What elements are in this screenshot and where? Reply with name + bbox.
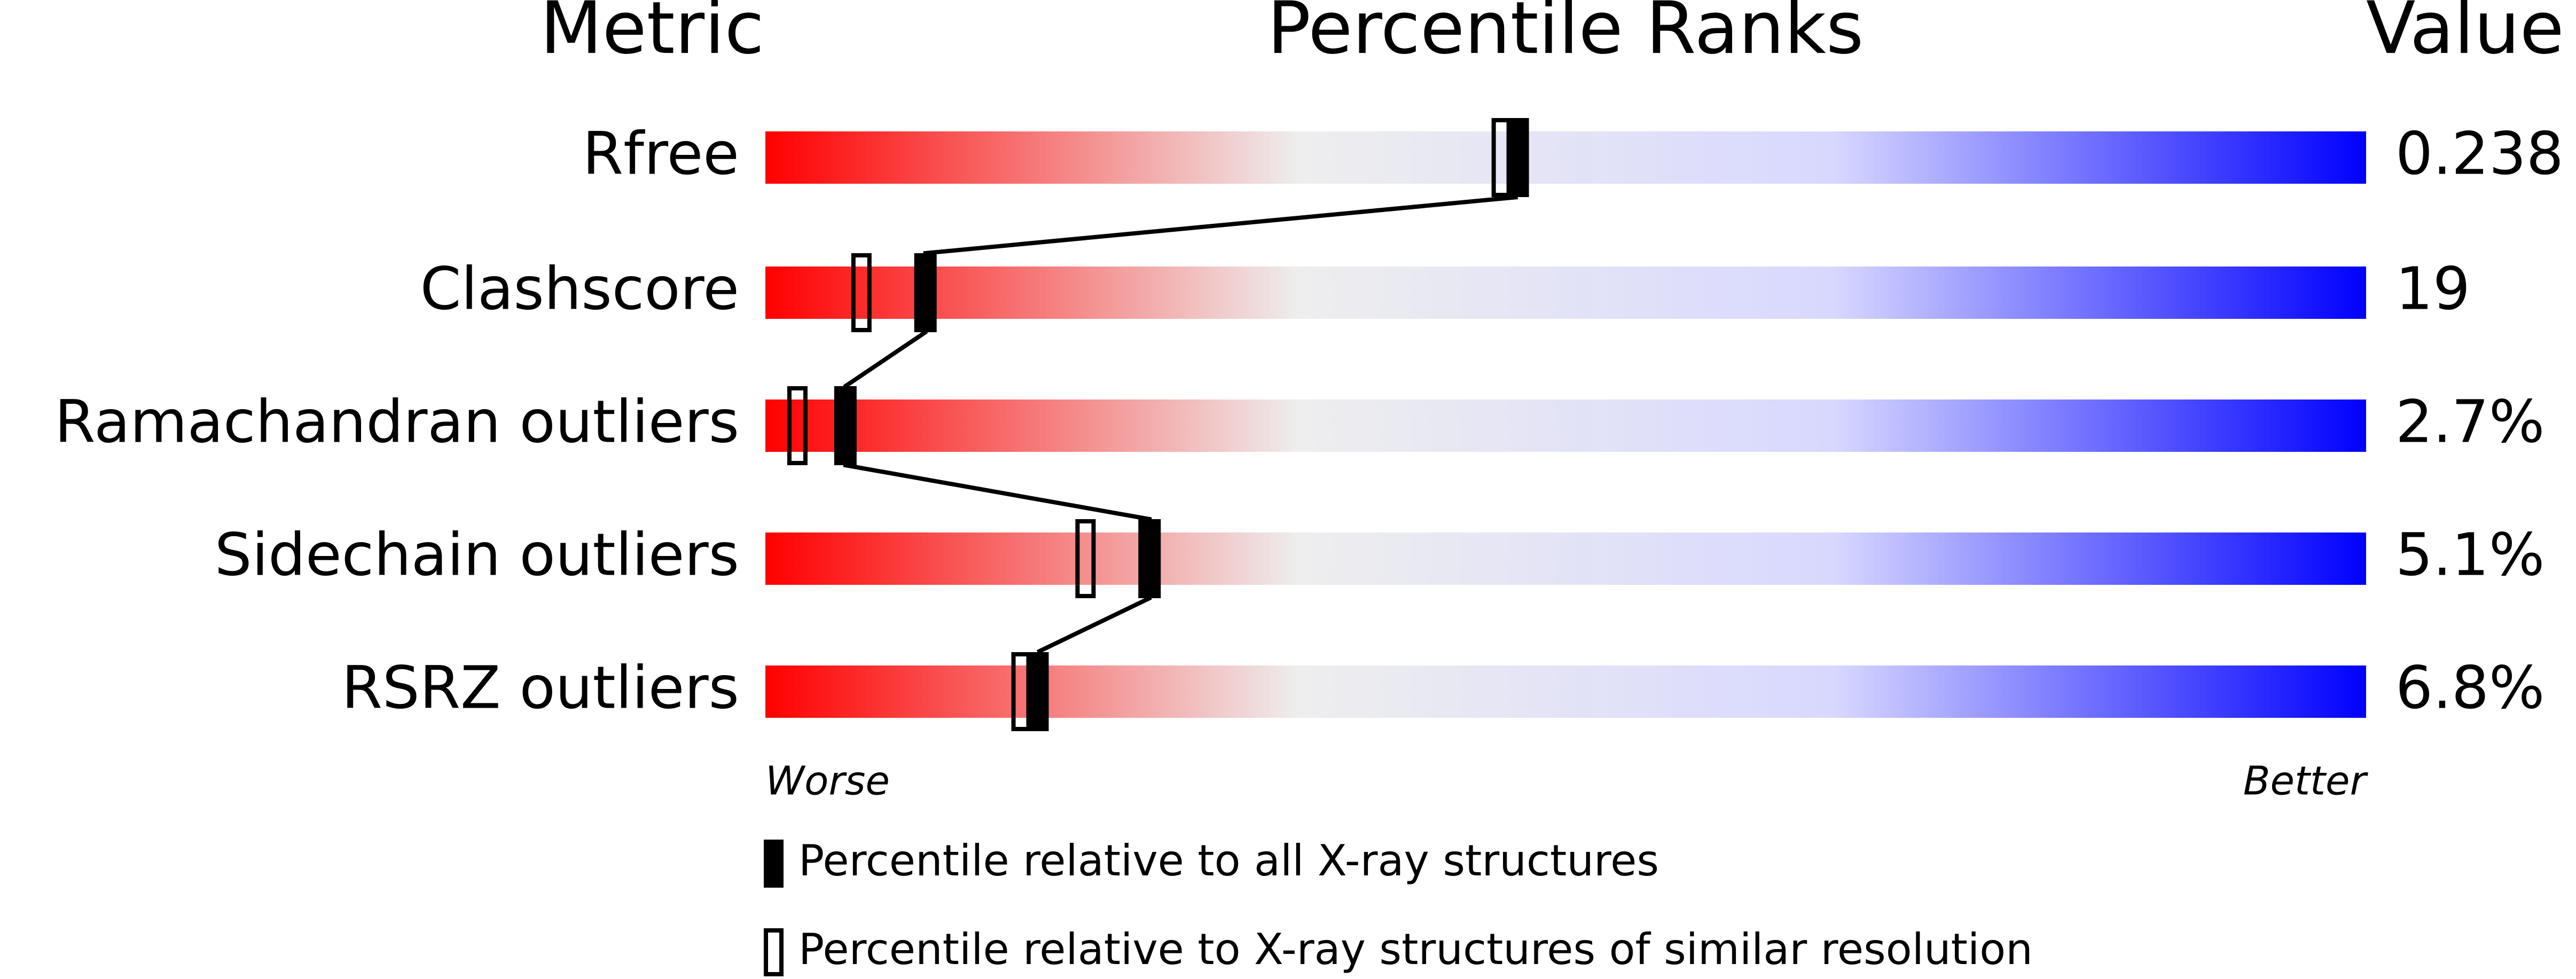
metric-label: Ramachandran outliers — [54, 387, 739, 456]
slider-bar — [765, 400, 2366, 452]
metric-value: 0.238 — [2395, 119, 2564, 187]
metric-label: Clashscore — [420, 254, 739, 323]
slider-bar — [765, 665, 2366, 718]
legend-swatch — [764, 840, 784, 888]
marker-similar — [787, 386, 808, 465]
legend-label: Percentile relative to all X-ray structu… — [798, 836, 1659, 886]
metric-value: 2.7% — [2395, 387, 2544, 456]
column-header: Metric — [540, 0, 764, 70]
slider-bar — [765, 532, 2366, 585]
axis-label: Better — [2243, 758, 2369, 804]
marker-all — [834, 386, 857, 465]
marker-similar — [1075, 519, 1096, 598]
metric-value: 6.8% — [2395, 653, 2544, 722]
slider-bar — [765, 131, 2366, 184]
slider-bar — [765, 267, 2366, 319]
marker-similar — [851, 253, 872, 332]
metric-label: RSRZ outliers — [342, 653, 740, 722]
metric-value: 19 — [2395, 254, 2470, 323]
axis-label: Worse — [765, 758, 890, 804]
legend-label: Percentile relative to X-ray structures … — [798, 925, 2033, 974]
metric-value: 5.1% — [2395, 520, 2544, 589]
marker-all — [1026, 652, 1049, 731]
marker-all — [1138, 519, 1161, 598]
marker-all — [1506, 118, 1529, 197]
legend-swatch — [764, 928, 784, 976]
column-header: Percentile Ranks — [1267, 0, 1864, 70]
marker-all — [914, 253, 937, 332]
metric-label: Sidechain outliers — [215, 520, 739, 589]
metric-label: Rfree — [583, 119, 739, 187]
column-header: Value — [2366, 0, 2564, 70]
